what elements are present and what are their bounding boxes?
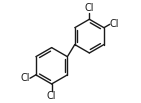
Text: Cl: Cl (47, 91, 56, 101)
Text: Cl: Cl (21, 73, 30, 83)
Text: Cl: Cl (85, 3, 94, 13)
Text: Cl: Cl (110, 19, 119, 29)
